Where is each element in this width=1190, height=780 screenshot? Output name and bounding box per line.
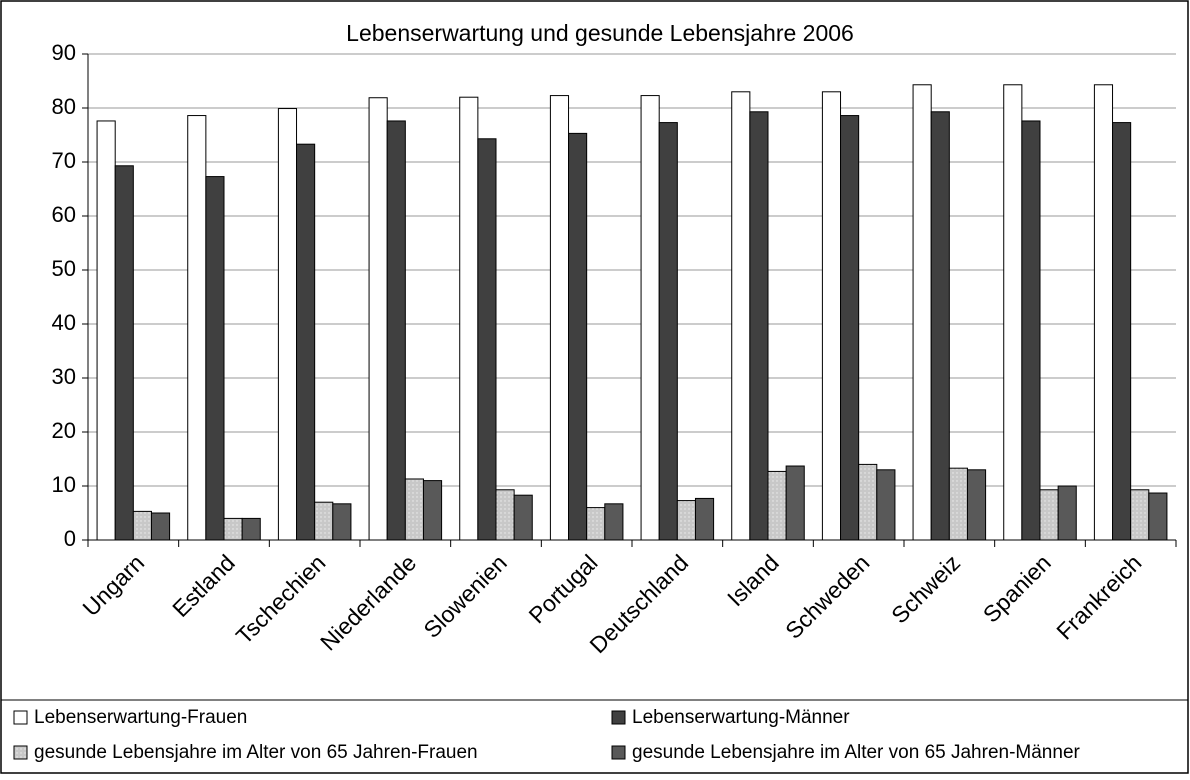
legend-label: Lebenserwartung-Männer xyxy=(632,707,850,728)
bar xyxy=(422,480,443,541)
bar xyxy=(948,467,968,541)
bar xyxy=(1112,122,1132,541)
bar xyxy=(223,517,243,541)
bar xyxy=(241,517,261,541)
bar xyxy=(876,469,896,541)
bar xyxy=(694,497,715,541)
legend-label: gesunde Lebensjahre im Alter von 65 Jahr… xyxy=(34,742,478,763)
bar xyxy=(1003,84,1023,541)
bar xyxy=(459,96,479,541)
chart-title: Lebenserwartung und gesunde Lebensjahre … xyxy=(346,20,854,46)
bar xyxy=(114,165,134,541)
bar xyxy=(1148,492,1168,541)
bar xyxy=(586,507,606,541)
bar xyxy=(495,489,515,541)
bar xyxy=(912,84,932,541)
bar xyxy=(150,512,171,541)
bar xyxy=(277,108,298,541)
legend-label: gesunde Lebensjahre im Alter von 65 Jahr… xyxy=(632,742,1081,763)
y-tick-label: 0 xyxy=(64,526,76,551)
y-tick-label: 70 xyxy=(52,148,76,173)
bar xyxy=(749,111,769,541)
bar xyxy=(840,115,860,541)
bar xyxy=(368,97,388,541)
bar xyxy=(386,120,406,541)
bar xyxy=(1021,120,1041,541)
legend-swatch xyxy=(13,710,28,725)
legend-swatch xyxy=(611,710,626,725)
bar xyxy=(205,176,225,541)
bar xyxy=(549,95,570,541)
bar xyxy=(966,469,987,541)
bar xyxy=(1130,489,1150,541)
bar xyxy=(1039,489,1059,541)
bar xyxy=(96,120,116,541)
bar xyxy=(568,132,588,541)
bar xyxy=(604,503,624,541)
bar xyxy=(767,470,787,541)
legend-swatch xyxy=(13,745,28,760)
bar xyxy=(640,95,660,541)
y-tick-label: 30 xyxy=(52,364,76,389)
y-tick-label: 20 xyxy=(52,418,76,443)
y-tick-label: 60 xyxy=(52,202,76,227)
bar xyxy=(132,510,152,541)
y-tick-label: 40 xyxy=(52,310,76,335)
bar xyxy=(858,463,878,541)
bar xyxy=(658,122,678,541)
y-tick-label: 50 xyxy=(52,256,76,281)
bar xyxy=(296,143,316,541)
bar xyxy=(821,91,842,541)
y-tick-label: 90 xyxy=(52,40,76,65)
bar xyxy=(930,111,950,541)
bar xyxy=(785,465,805,541)
bar xyxy=(513,494,533,541)
bar xyxy=(314,501,334,541)
bar xyxy=(332,503,352,541)
bar xyxy=(404,478,424,541)
bar xyxy=(1093,84,1114,541)
bar xyxy=(477,138,497,541)
legend-label: Lebenserwartung-Frauen xyxy=(34,707,247,728)
bar xyxy=(676,500,696,541)
bar xyxy=(731,91,751,541)
y-tick-label: 10 xyxy=(52,472,76,497)
bar xyxy=(1057,485,1077,541)
bar xyxy=(187,115,207,541)
legend-swatch xyxy=(611,745,626,760)
y-tick-label: 80 xyxy=(52,94,76,119)
